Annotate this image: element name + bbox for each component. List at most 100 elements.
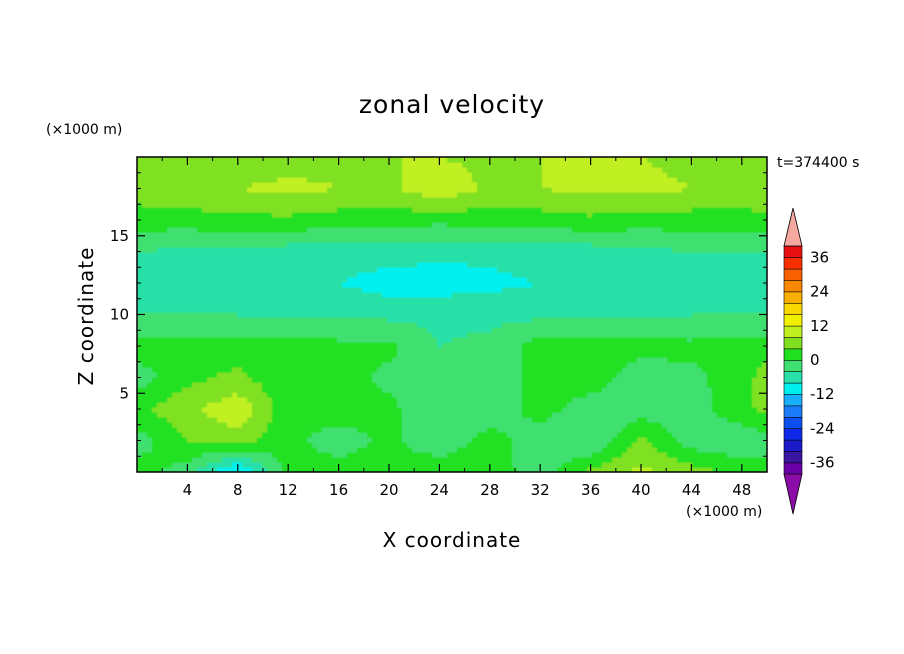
field-cell: [172, 312, 178, 318]
field-cell: [257, 277, 263, 283]
field-cell: [432, 432, 438, 438]
field-cell: [142, 452, 148, 458]
field-cell: [352, 287, 358, 293]
field-cell: [667, 297, 673, 303]
field-cell: [552, 282, 558, 288]
field-cell: [352, 277, 358, 283]
field-cell: [437, 307, 443, 313]
field-cell: [742, 462, 748, 468]
field-cell: [332, 327, 338, 333]
field-cell: [177, 442, 183, 448]
field-cell: [687, 282, 693, 288]
field-cell: [257, 317, 263, 323]
field-cell: [157, 342, 163, 348]
field-cell: [332, 312, 338, 318]
field-cell: [567, 352, 573, 358]
field-cell: [157, 327, 163, 333]
field-cell: [357, 322, 363, 328]
field-cell: [362, 442, 368, 448]
field-cell: [247, 432, 253, 438]
field-cell: [717, 347, 723, 353]
field-cell: [362, 377, 368, 383]
field-cell: [212, 447, 218, 453]
field-cell: [682, 347, 688, 353]
field-cell: [427, 392, 433, 398]
field-cell: [712, 327, 718, 333]
field-cell: [377, 352, 383, 358]
field-cell: [237, 357, 243, 363]
field-cell: [712, 317, 718, 323]
field-cell: [292, 287, 298, 293]
field-cell: [227, 292, 233, 298]
field-cell: [317, 462, 323, 468]
field-cell: [202, 282, 208, 288]
field-cell: [612, 462, 618, 468]
field-cell: [732, 382, 738, 388]
field-cell: [527, 337, 533, 343]
field-cell: [387, 397, 393, 403]
field-cell: [417, 462, 423, 468]
field-cell: [417, 417, 423, 423]
field-cell: [367, 272, 373, 278]
field-cell: [247, 427, 253, 433]
field-cell: [612, 312, 618, 318]
field-cell: [562, 442, 568, 448]
field-cell: [672, 342, 678, 348]
field-cell: [532, 462, 538, 468]
field-cell: [717, 352, 723, 358]
field-cell: [602, 367, 608, 373]
field-cell: [462, 337, 468, 343]
field-cell: [417, 347, 423, 353]
field-cell: [547, 412, 553, 418]
field-cell: [657, 432, 663, 438]
field-cell: [662, 287, 668, 293]
field-cell: [207, 402, 213, 408]
field-cell: [632, 387, 638, 393]
field-cell: [677, 337, 683, 343]
field-cell: [172, 297, 178, 303]
field-cell: [742, 297, 748, 303]
field-cell: [652, 447, 658, 453]
field-cell: [242, 387, 248, 393]
field-cell: [242, 407, 248, 413]
field-cell: [167, 452, 173, 458]
field-cell: [637, 282, 643, 288]
field-cell: [497, 302, 503, 308]
field-cell: [637, 337, 643, 343]
field-cell: [527, 452, 533, 458]
field-cell: [362, 297, 368, 303]
field-cell: [432, 402, 438, 408]
field-cell: [312, 352, 318, 358]
field-cell: [497, 387, 503, 393]
field-cell: [307, 427, 313, 433]
field-cell: [337, 407, 343, 413]
field-cell: [532, 377, 538, 383]
field-cell: [497, 447, 503, 453]
field-cell: [377, 387, 383, 393]
field-cell: [517, 312, 523, 318]
field-cell: [487, 392, 493, 398]
field-cell: [257, 342, 263, 348]
field-cell: [252, 427, 258, 433]
field-cell: [397, 432, 403, 438]
field-cell: [457, 372, 463, 378]
field-cell: [482, 417, 488, 423]
field-cell: [302, 422, 308, 428]
field-cell: [217, 272, 223, 278]
field-cell: [647, 277, 653, 283]
field-cell: [472, 387, 478, 393]
field-cell: [692, 432, 698, 438]
field-cell: [742, 287, 748, 293]
field-cell: [487, 432, 493, 438]
field-cell: [357, 442, 363, 448]
field-cell: [307, 467, 313, 472]
field-cell: [642, 427, 648, 433]
field-cell: [262, 467, 268, 472]
field-cell: [697, 357, 703, 363]
field-cell: [307, 372, 313, 378]
field-cell: [682, 427, 688, 433]
field-cell: [242, 442, 248, 448]
field-cell: [177, 432, 183, 438]
field-cell: [632, 292, 638, 298]
field-cell: [197, 357, 203, 363]
